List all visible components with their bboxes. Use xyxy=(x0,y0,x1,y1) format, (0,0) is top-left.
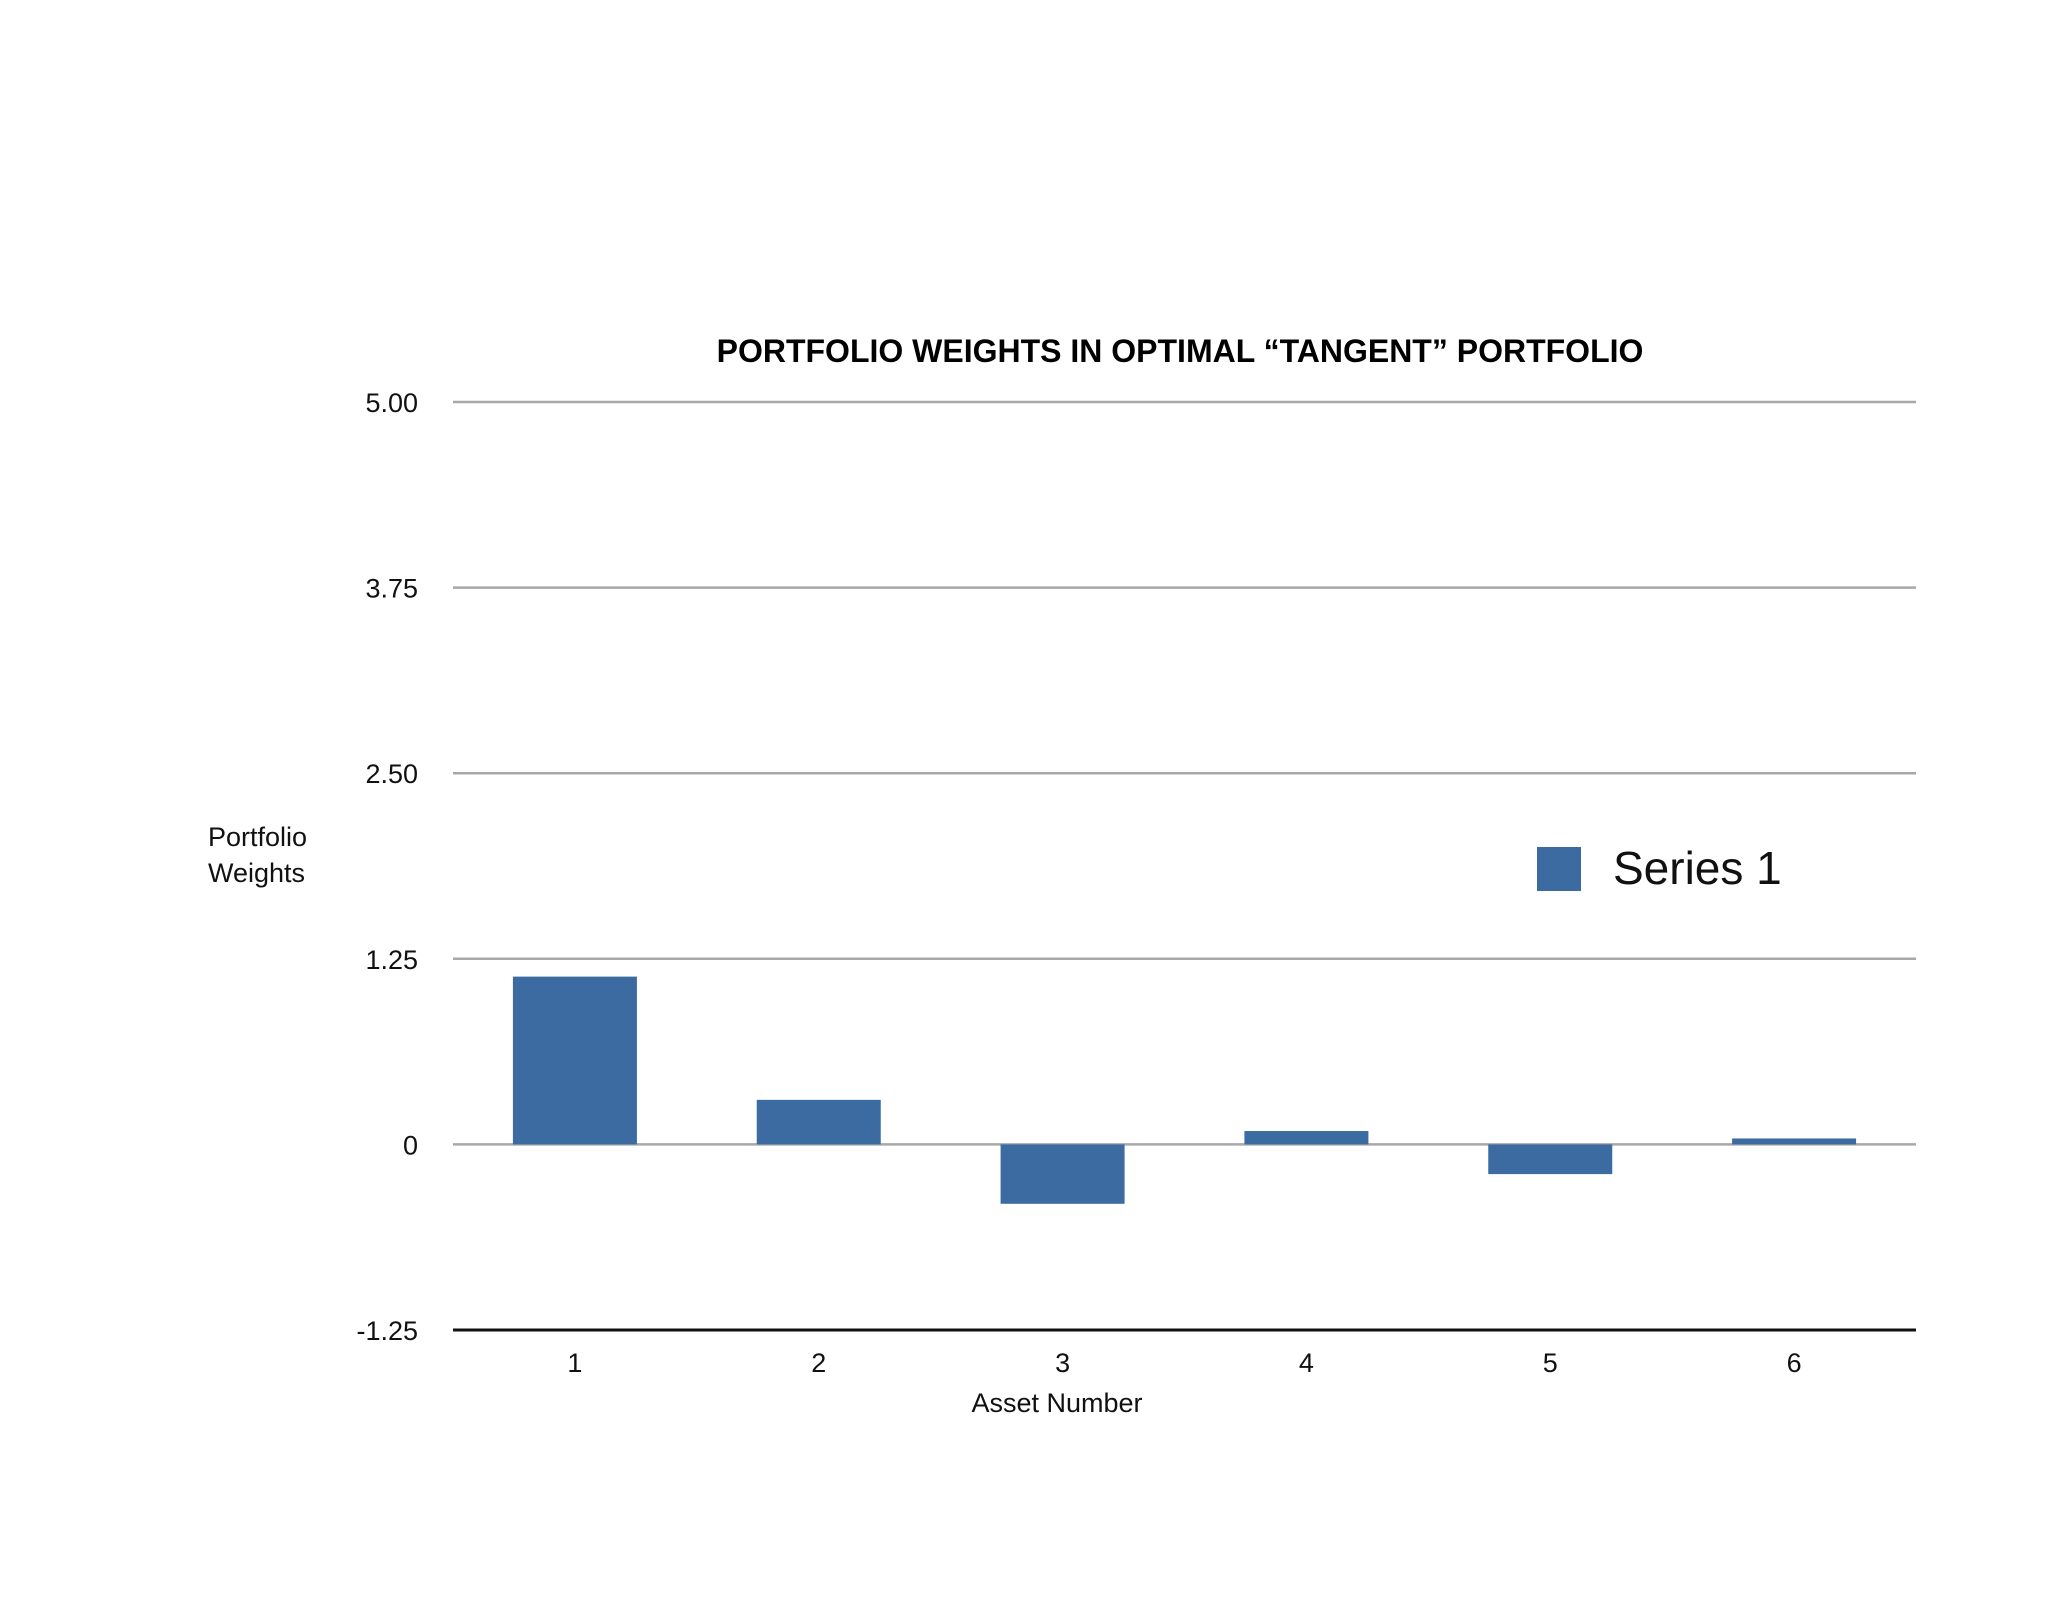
bar xyxy=(1244,1131,1369,1145)
bar xyxy=(1000,1144,1125,1204)
chart-title: PORTFOLIO WEIGHTS IN OPTIMAL “TANGENT” P… xyxy=(717,333,1644,369)
y-axis-title: Portfolio Weights xyxy=(208,822,315,888)
x-tick-label: 4 xyxy=(1299,1348,1314,1378)
y-tick-label: 3.75 xyxy=(365,574,418,604)
legend-swatch xyxy=(1537,847,1581,891)
y-tick-label: 2.50 xyxy=(365,759,418,789)
x-tick-label: 5 xyxy=(1543,1348,1558,1378)
y-axis-tick-labels: -1.25 0 1.25 2.50 3.75 5.00 xyxy=(356,388,418,1346)
x-tick-label: 2 xyxy=(811,1348,826,1378)
gridlines xyxy=(453,400,1916,1332)
bars xyxy=(512,976,1857,1204)
x-tick-label: 1 xyxy=(567,1348,582,1378)
x-axis-tick-labels: 1 2 3 4 5 6 xyxy=(567,1348,1801,1378)
y-axis-title-line: Portfolio xyxy=(208,822,307,852)
x-tick-label: 6 xyxy=(1787,1348,1802,1378)
y-axis-title-line: Weights xyxy=(208,858,305,888)
x-tick-label: 3 xyxy=(1055,1348,1070,1378)
y-tick-label: 5.00 xyxy=(365,388,418,418)
bar xyxy=(1732,1138,1857,1145)
bar xyxy=(756,1099,881,1145)
y-tick-label: -1.25 xyxy=(356,1316,418,1346)
legend: Series 1 xyxy=(1537,842,1782,894)
bar xyxy=(1488,1144,1613,1175)
bar xyxy=(512,976,637,1145)
legend-label: Series 1 xyxy=(1613,842,1782,894)
y-tick-label: 1.25 xyxy=(365,945,418,975)
x-axis-title: Asset Number xyxy=(971,1388,1142,1418)
y-tick-label: 0 xyxy=(403,1130,418,1160)
